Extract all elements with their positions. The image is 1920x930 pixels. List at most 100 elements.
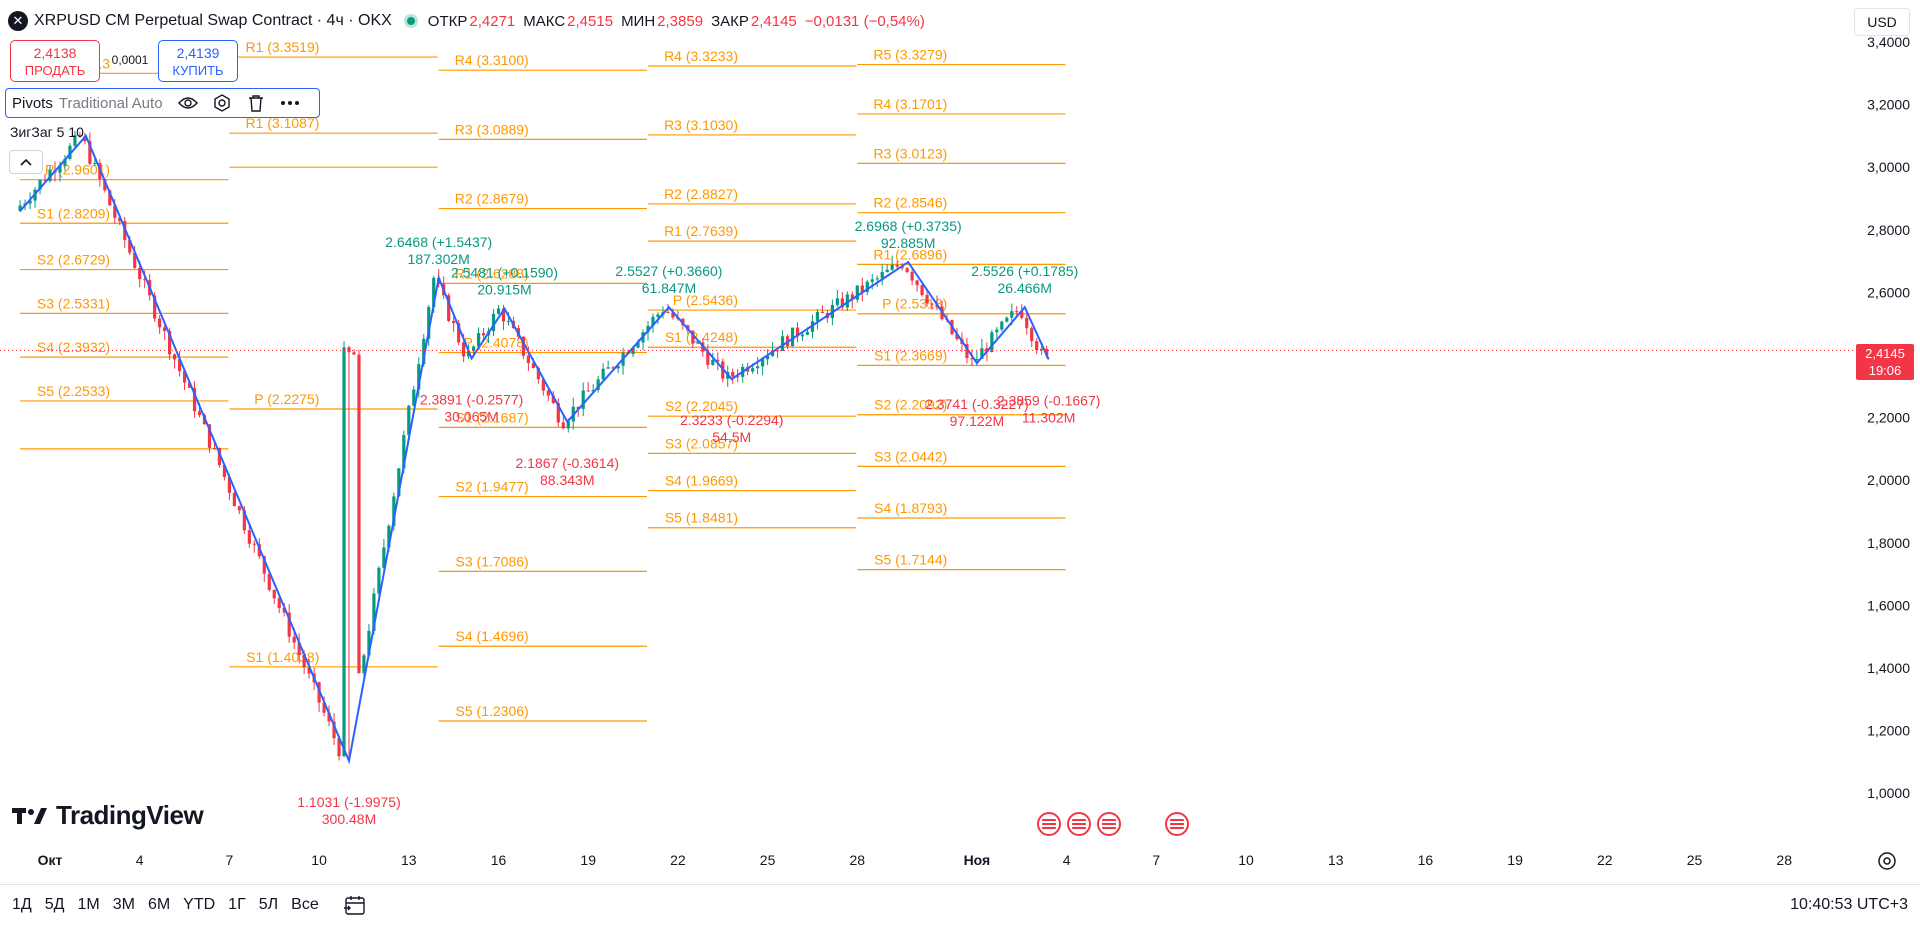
candle-body [1040,348,1044,351]
open-value: 2,4271 [469,12,516,30]
candle-body [247,530,251,544]
candle-body [1005,317,1009,322]
us-flag-icon[interactable] [1037,812,1061,836]
market-open-status-icon [403,14,418,28]
candle-body [222,465,227,478]
utc-clock[interactable]: 10:40:53 UTC+3 [1790,896,1908,913]
zigzag-indicator [19,134,1050,765]
more-icon[interactable] [279,92,301,114]
swing-high-label: 2.6968 (+0.3735) [855,218,962,234]
range-5d-button[interactable]: 5Д [44,896,65,913]
time-tick-label: 19 [1507,852,1523,868]
candle-body [875,278,879,280]
range-all-button[interactable]: Все [291,896,319,913]
candle-body [272,589,276,599]
pivot-level-label: S3 (2.0442) [874,448,947,464]
bottom-toolbar: 1Д 5Д 1М 3М 6М YTD 1Г 5Л Все 10:40:53 UT… [0,884,1920,924]
pivot-level-label: R1 (3.3519) [245,39,319,55]
candle-body [63,158,67,166]
price-tick-label: 1,2000 [1867,723,1910,739]
collapse-legend-button[interactable] [9,150,43,174]
candle-body [880,272,884,279]
sell-button[interactable]: 2,4138 ПРОДАТЬ [10,40,100,82]
candle-body [217,447,222,466]
swing-low-volume: 30.065M [444,408,498,424]
candle-body [736,376,740,378]
pivot-level-label: S3 (2.0857) [665,435,738,451]
go-to-date-calendar-icon[interactable] [342,892,368,918]
candle-body [930,303,934,305]
zigzag-legend[interactable]: ЗигЗаг 5 10 [10,124,84,140]
pivot-level-label: R2 (2.8546) [873,195,947,211]
symbol-header[interactable]: ✕ XRPUSD CM Perpetual Swap Contract · 4ч… [8,9,933,33]
pivot-level-label: S1 (2.8209) [37,205,110,221]
candle-body [322,702,326,713]
candle-body [501,308,506,322]
buy-button[interactable]: 2,4139 КУПИТЬ [158,40,238,82]
swing-low-label: 2.3741 (-0.3227) [925,396,1029,412]
time-tick-label: 4 [136,852,144,868]
candle-body [890,264,894,270]
us-flag-icon[interactable] [1067,812,1091,836]
candle-body [790,327,795,347]
candle-body [392,496,396,526]
candle-body [153,295,157,319]
settings-icon[interactable] [211,92,233,114]
price-tick-label: 1,4000 [1867,660,1910,676]
candle-body [332,721,336,739]
range-3m-button[interactable]: 3М [112,896,135,913]
candle-body [631,347,635,355]
currency-selector[interactable]: USD [1854,8,1910,36]
candle-body [432,277,436,308]
range-ytd-button[interactable]: YTD [183,896,216,913]
candle-body [656,314,660,317]
pivot-level-label: S1 (2.1687) [456,409,529,425]
range-1m-button[interactable]: 1М [77,896,100,913]
candle-body [965,343,969,359]
tradingview-wordmark: TradingView [56,800,204,830]
us-flag-icon[interactable] [1097,812,1121,836]
candle-body [1000,321,1004,330]
candle-body [521,336,526,356]
candle-body [118,217,122,222]
economic-events[interactable] [1165,812,1195,836]
open-label: ОТКР [427,12,468,30]
range-5y-button[interactable]: 5Л [258,896,279,913]
pivot-level-label: S3 (2.5331) [37,295,110,311]
candle-body [1025,317,1029,329]
range-1d-button[interactable]: 1Д [12,896,32,913]
swing-high-volume: 92.885M [881,235,935,251]
tradingview-logo[interactable]: TradingView [12,800,204,831]
candle-body [377,567,381,594]
time-tick-label: 22 [670,852,686,868]
candle-body [915,280,919,286]
range-1y-button[interactable]: 1Г [228,896,246,913]
candle-body [262,556,266,574]
price-tick-label: 2,0000 [1867,472,1910,488]
candle-body [955,334,959,340]
candle-body [591,389,595,392]
us-flag-icon[interactable] [1165,812,1189,836]
economic-events[interactable] [1037,812,1127,836]
pivot-level-label: S2 (2.6729) [37,252,110,268]
candle-body [691,330,695,344]
gear-icon[interactable] [1876,850,1898,872]
price-chart[interactable]: R3 (3.3P (2.9601)S1 (2.8209)S2 (2.6729)S… [0,0,1920,884]
candle-body [342,347,346,757]
candle-body [731,371,735,377]
pivots-indicator-legend[interactable]: Pivots Traditional Auto [5,88,320,118]
eye-icon[interactable] [177,92,199,114]
range-6m-button[interactable]: 6М [147,896,171,913]
candle-body [78,135,82,137]
price-tick-label: 3,0000 [1867,159,1910,175]
candle-body [536,367,540,380]
symbol-title[interactable]: XRPUSD CM Perpetual Swap Contract · 4ч ·… [34,12,392,29]
candle-body [382,547,386,568]
candle-body [88,141,92,164]
trash-icon[interactable] [245,92,267,114]
sell-price: 2,4138 [33,45,77,61]
candle-body [347,347,351,353]
candle-body [163,327,167,332]
swing-low-label: 2.3233 (-0.2294) [680,412,784,428]
